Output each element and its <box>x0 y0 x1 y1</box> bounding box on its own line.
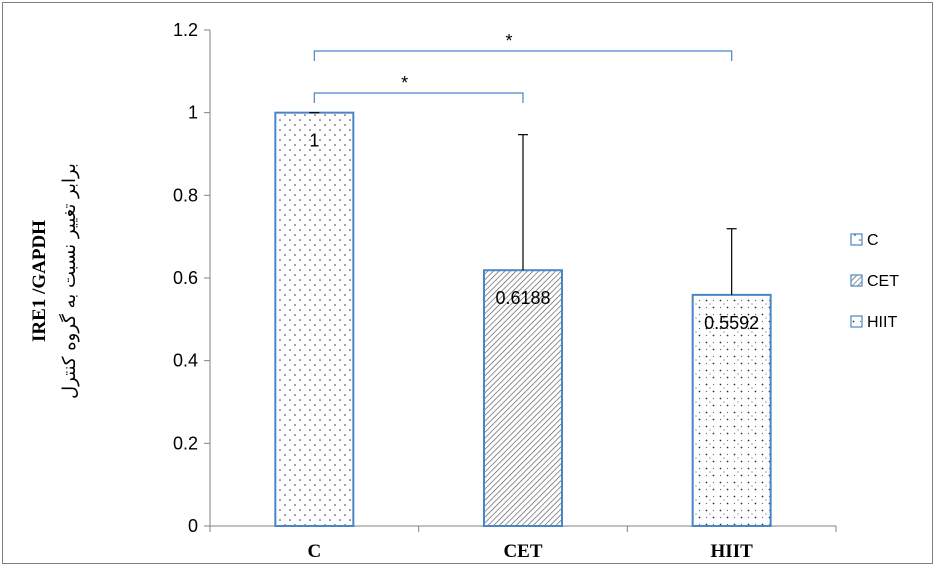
y-tick-label: 0.4 <box>173 351 198 371</box>
y-tick-label: 0 <box>188 516 198 536</box>
axes: 0 0.2 0.4 0.6 0.8 1 1.2 C CET HIIT <box>173 20 837 562</box>
data-labels: 1 0.6188 0.5592 <box>309 131 759 333</box>
significance-bracket <box>313 92 524 103</box>
y-axis-label: IRE1 /GAPDH <box>29 220 50 342</box>
bar-c <box>274 111 355 528</box>
bars <box>274 111 772 528</box>
legend-swatch <box>850 274 863 287</box>
legend: C CET HIIT <box>850 232 899 331</box>
y-axis-label-secondary: برابر تغییر نسبت به گروه کنترل <box>58 163 80 399</box>
x-tick-label: CET <box>503 541 542 562</box>
data-label: 0.5592 <box>704 313 759 333</box>
significance-brackets: ** <box>313 31 733 103</box>
significance-label: * <box>401 73 408 93</box>
legend-swatch <box>850 315 863 328</box>
bar-hiit <box>691 293 772 528</box>
y-tick-label: 1.2 <box>173 20 198 40</box>
significance-label: * <box>505 31 512 51</box>
bar-cet <box>483 269 563 527</box>
legend-label: C <box>867 232 879 249</box>
error-bars <box>309 112 737 295</box>
legend-swatch <box>850 233 863 246</box>
y-tick-label: 1 <box>188 103 198 123</box>
bar-chart: IRE1 /GAPDH برابر تغییر نسبت به گروه کنت… <box>29 20 899 562</box>
data-label: 1 <box>309 131 319 151</box>
legend-label: HIIT <box>867 314 897 331</box>
significance-bracket <box>313 50 733 61</box>
x-tick-label: C <box>307 541 321 562</box>
y-axis-title: IRE1 /GAPDH برابر تغییر نسبت به گروه کنت… <box>29 163 80 399</box>
data-label: 0.6188 <box>495 288 550 308</box>
y-tick-label: 0.2 <box>173 433 198 453</box>
legend-label: CET <box>867 273 899 290</box>
y-tick-label: 0.6 <box>173 268 198 288</box>
y-tick-label: 0.8 <box>173 185 198 205</box>
x-tick-label: HIIT <box>711 541 754 562</box>
